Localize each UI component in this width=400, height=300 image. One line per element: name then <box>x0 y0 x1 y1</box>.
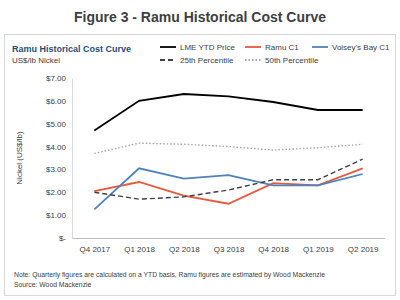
unit-label: US$/lb Nickel <box>12 56 60 65</box>
chart: Figure 3 - Ramu Historical Cost Curve Ram… <box>0 0 400 300</box>
series-line <box>94 159 362 199</box>
chart-frame <box>5 35 396 296</box>
legend-label: Ramu C1 <box>265 43 299 52</box>
legend-swatch <box>160 59 176 61</box>
legend-item: 25th Percentile <box>160 56 234 65</box>
x-tick-label: Q1 2019 <box>303 245 334 254</box>
note: Note: Quarterly figures are calculated o… <box>14 271 325 279</box>
legend-swatch <box>245 59 261 61</box>
title: Figure 3 - Ramu Historical Cost Curve <box>74 9 326 25</box>
y-tick: $- <box>59 234 72 243</box>
y-axis-line <box>72 79 73 239</box>
y-tick: $3.00 <box>46 165 72 174</box>
legend: LME YTD Price Ramu C1 Voisey's Bay C1 25th … <box>160 43 390 65</box>
x-tick: Q4 2017 <box>80 238 111 254</box>
y-axis: $- $1.00 $2.00 $3.00 $4.00 $5.00 $6.00 $7.00 <box>46 74 73 243</box>
series-line <box>94 168 362 209</box>
x-tick-label: Q2 2018 <box>169 245 200 254</box>
y-tick: $5.00 <box>46 120 72 129</box>
legend-swatch <box>312 46 328 48</box>
legend-label: LME YTD Price <box>180 43 236 52</box>
plot-area <box>94 94 362 209</box>
x-tick: Q2 2018 <box>169 238 200 254</box>
series-line <box>94 94 362 131</box>
x-tick-label: Q3 2018 <box>214 245 245 254</box>
x-tick-label: Q2 2019 <box>348 245 379 254</box>
source: Source: Wood Mackenzie <box>14 281 92 288</box>
y-tick-label: $- <box>59 234 66 243</box>
x-axis-line <box>73 238 386 239</box>
y-tick: $4.00 <box>46 143 72 152</box>
legend-item: 50th Percentile <box>245 56 319 65</box>
legend-label: 25th Percentile <box>180 56 234 65</box>
legend-item: Voisey's Bay C1 <box>312 43 390 52</box>
y-tick: $7.00 <box>46 74 72 83</box>
x-tick-label: Q4 2017 <box>80 245 111 254</box>
y-tick: $1.00 <box>46 211 72 220</box>
y-tick-label: $3.00 <box>46 165 67 174</box>
legend-swatch <box>245 46 261 48</box>
y-tick-label: $5.00 <box>46 120 67 129</box>
legend-item: LME YTD Price <box>160 43 236 52</box>
y-tick-label: $2.00 <box>46 188 67 197</box>
x-tick: Q3 2018 <box>214 238 245 254</box>
legend-swatch <box>160 46 176 48</box>
x-tick-label: Q4 2018 <box>258 245 289 254</box>
legend-label: Voisey's Bay C1 <box>332 43 390 52</box>
x-tick-label: Q1 2018 <box>124 245 155 254</box>
y-axis-title: Nickel (US$/lb) <box>15 131 24 185</box>
x-axis: Q4 2017 Q1 2018 Q2 2018 Q3 2018 Q4 2018 Q1 20… <box>73 238 386 254</box>
y-tick-label: $7.00 <box>46 74 67 83</box>
x-tick: Q4 2018 <box>258 238 289 254</box>
x-tick: Q2 2019 <box>348 238 379 254</box>
y-tick-label: $1.00 <box>46 211 67 220</box>
y-tick-label: $6.00 <box>46 97 67 106</box>
legend-item: Ramu C1 <box>245 43 299 52</box>
series-line <box>94 143 362 153</box>
y-tick: $2.00 <box>46 188 72 197</box>
x-tick: Q1 2019 <box>303 238 334 254</box>
x-tick: Q1 2018 <box>124 238 155 254</box>
subtitle: Ramu Historical Cost Curve <box>12 44 131 54</box>
y-tick: $6.00 <box>46 97 72 106</box>
legend-label: 50th Percentile <box>265 56 319 65</box>
y-tick-label: $4.00 <box>46 143 67 152</box>
